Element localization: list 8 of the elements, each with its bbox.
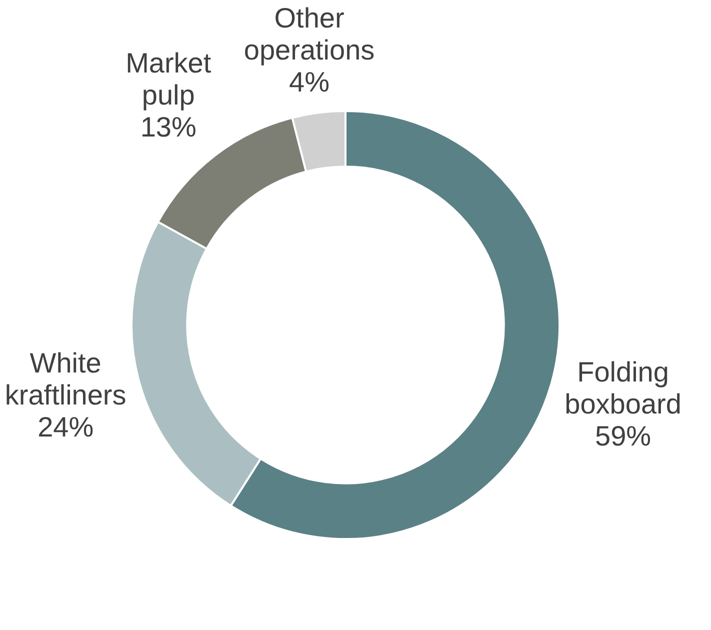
slice-label: White kraftliners: [4, 348, 126, 411]
data-label: 4%: [289, 66, 330, 98]
slice-label: Other operations: [244, 2, 375, 66]
slice-label: Market pulp: [126, 47, 212, 110]
data-label: 13%: [140, 111, 196, 142]
data-label: 59%: [595, 420, 652, 452]
data-label: 24%: [38, 412, 94, 443]
slice-label: Folding boxboard: [564, 356, 682, 420]
